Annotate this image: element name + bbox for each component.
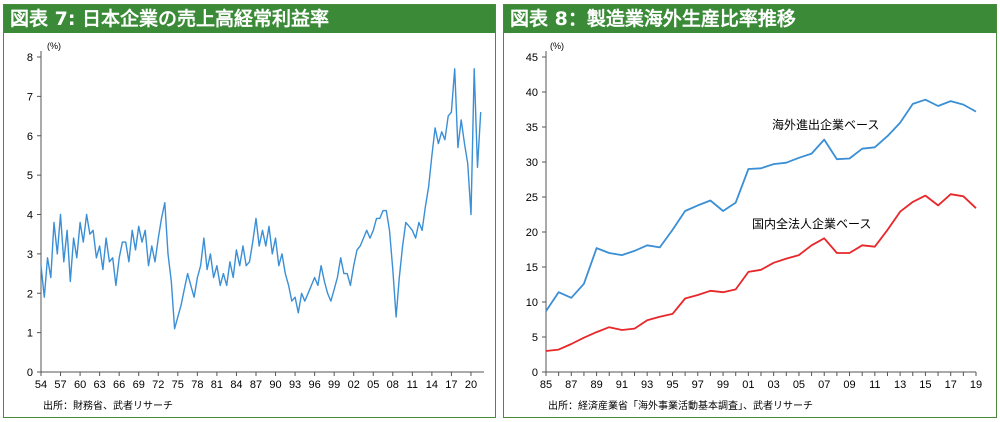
chart-title: 図表 7: 日本企業の売上高経常利益率 (4, 5, 495, 33)
series-line-profit-margin (40, 68, 482, 330)
series-label: 海外進出企業ベース (772, 117, 879, 132)
y-tick-label: 5 (532, 332, 538, 344)
source-note: 出所：財務省、武者リサーチ (43, 399, 173, 412)
y-unit-label: (%) (47, 41, 61, 51)
x-tick-label: 05 (367, 379, 379, 391)
x-tick-label: 90 (269, 379, 281, 391)
x-tick-label: 14 (426, 379, 438, 391)
y-tick-label: 7 (27, 91, 33, 103)
x-tick-label: 63 (94, 379, 106, 391)
x-tick-label: 85 (540, 379, 552, 391)
x-tick-label: 93 (641, 379, 653, 391)
x-tick-label: 08 (387, 379, 399, 391)
series-line-0 (545, 98, 977, 312)
y-tick-label: 3 (27, 249, 33, 261)
y-tick-label: 8 (27, 52, 33, 64)
x-tick-label: 87 (565, 379, 577, 391)
y-tick-label: 6 (27, 131, 33, 143)
x-tick-label: 01 (742, 379, 754, 391)
x-tick-label: 75 (172, 379, 184, 391)
x-tick-label: 09 (843, 379, 855, 391)
x-tick-label: 72 (152, 379, 164, 391)
x-tick-label: 66 (113, 379, 125, 391)
x-tick-label: 60 (74, 379, 86, 391)
x-tick-label: 57 (54, 379, 66, 391)
x-tick-label: 07 (818, 379, 830, 391)
chart-title: 図表 8：製造業海外生産比率推移 (504, 5, 996, 33)
x-tick-label: 91 (616, 379, 628, 391)
x-tick-label: 11 (407, 379, 418, 391)
x-tick-label: 89 (590, 379, 602, 391)
x-tick-label: 87 (250, 379, 262, 391)
y-tick-label: 5 (27, 170, 33, 182)
y-tick-label: 1 (27, 328, 33, 340)
x-tick-label: 54 (35, 379, 47, 391)
y-tick-label: 15 (526, 262, 538, 274)
x-tick-label: 19 (970, 379, 982, 391)
x-tick-label: 69 (133, 379, 145, 391)
x-tick-label: 99 (328, 379, 340, 391)
series-label: 国内全法人企業ベース (752, 216, 871, 231)
y-tick-label: 10 (526, 297, 538, 309)
x-tick-label: 81 (211, 379, 223, 391)
x-tick-label: 99 (717, 379, 729, 391)
series-line-1 (545, 193, 977, 352)
x-tick-label: 05 (793, 379, 805, 391)
chart-panel-overseas-production: 図表 8：製造業海外生産比率推移 0 5 10 15 20 25 30 35 40 45 (%) 85… (503, 4, 997, 418)
x-tick-label: 13 (894, 379, 906, 391)
x-tick-label: 93 (289, 379, 301, 391)
x-tick-label: 96 (308, 379, 320, 391)
x-tick-label: 20 (465, 379, 477, 391)
y-tick-label: 0 (532, 367, 538, 379)
y-tick-label: 4 (27, 210, 33, 222)
x-tick-label: 84 (230, 379, 242, 391)
y-tick-label: 35 (526, 122, 538, 134)
x-tick-label: 02 (348, 379, 360, 391)
x-tick-label: 15 (919, 379, 931, 391)
y-tick-label: 25 (526, 192, 538, 204)
source-note: 出所：経済産業省「海外事業活動基本調査」、武者リサーチ (548, 399, 813, 412)
y-tick-label: 30 (526, 157, 538, 169)
y-tick-label: 2 (27, 288, 33, 300)
x-tick-label: 11 (869, 379, 880, 391)
y-tick-label: 0 (27, 367, 33, 379)
x-tick-label: 17 (945, 379, 957, 391)
x-tick-label: 97 (692, 379, 704, 391)
x-tick-label: 95 (666, 379, 678, 391)
y-tick-label: 45 (526, 52, 538, 64)
y-tick-label: 40 (526, 87, 538, 99)
y-unit-label: (%) (550, 41, 564, 51)
x-tick-label: 78 (191, 379, 203, 391)
x-tick-label: 17 (445, 379, 457, 391)
x-tick-label: 03 (768, 379, 780, 391)
y-tick-label: 20 (526, 227, 538, 239)
chart-panel-profit-margin: 図表 7: 日本企業の売上高経常利益率 0 1 2 3 4 5 6 7 8 (%) 54 57 60 63… (3, 4, 496, 418)
